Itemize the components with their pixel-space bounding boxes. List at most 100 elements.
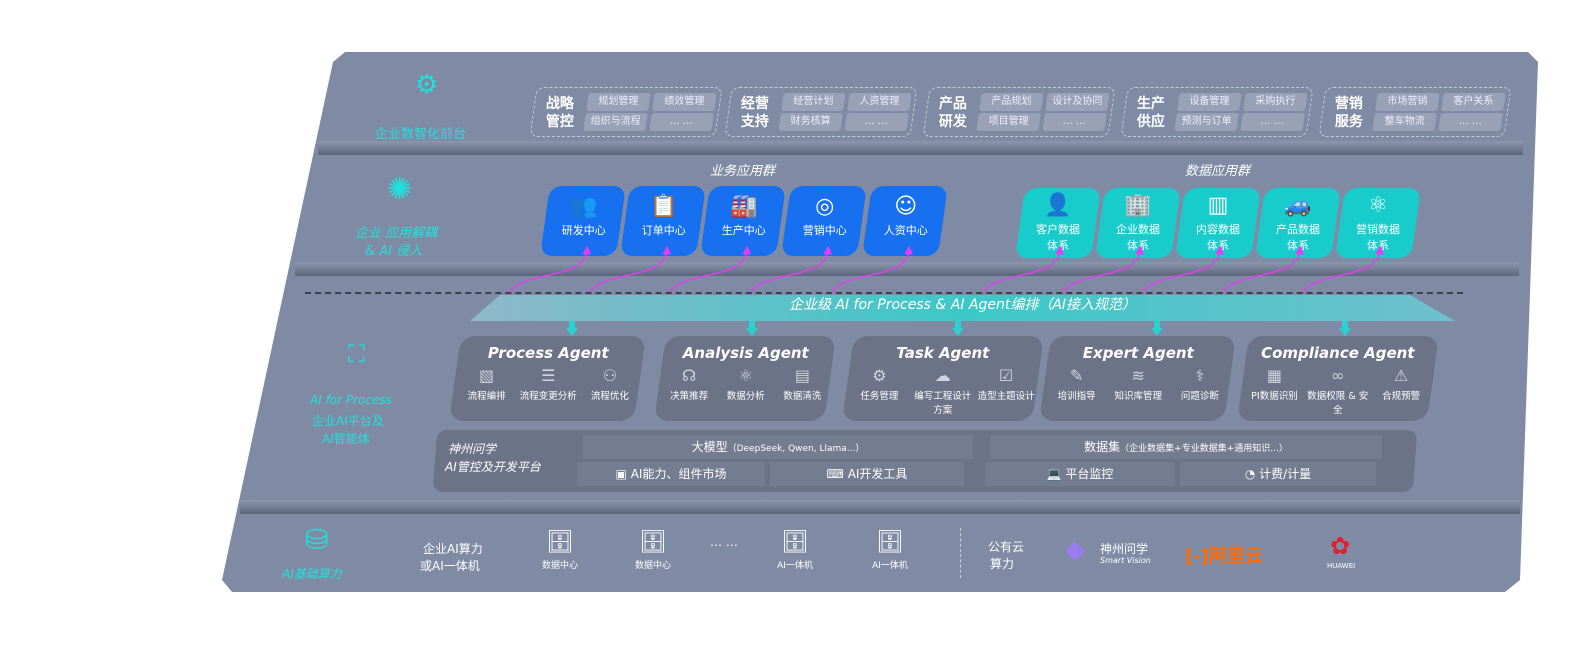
public-cloud-label: 公有云 bbox=[988, 540, 1025, 554]
agent-card[interactable]: Analysis Agent ☊ 决策推荐 ⚛ 数据分析 ▤ 数据清洗 bbox=[654, 336, 836, 421]
server-label: AI一体机 bbox=[777, 561, 813, 571]
dataset-label: 数据集 bbox=[1084, 440, 1121, 454]
doc-clean-icon: ▤ bbox=[794, 366, 810, 385]
connector-arrow bbox=[1062, 245, 1145, 293]
banner-text: 企业级 AI for Process & AI Agent编排（AI接入规范） bbox=[788, 297, 1137, 313]
data-apps-title: 数据应用群 bbox=[1185, 164, 1251, 179]
model-label: 大模型 bbox=[691, 440, 728, 454]
down-arrow-icon bbox=[1151, 321, 1163, 337]
database-icon: ⛁ bbox=[305, 523, 329, 556]
diagnose-icon: ⚕ bbox=[1195, 366, 1205, 385]
capability-label: 流程编排 bbox=[467, 391, 506, 402]
agent-name: Analysis Agent bbox=[682, 344, 809, 362]
vendor-smart-vision-sub: Smart Vision bbox=[1100, 556, 1151, 565]
platform-name-2: AI管控及开发平台 bbox=[445, 460, 541, 474]
monitor-bar[interactable]: 💻 平台监控 bbox=[985, 462, 1175, 486]
connector-arrow bbox=[589, 245, 672, 293]
capability-label: 流程变更分析 bbox=[519, 391, 577, 402]
connector-arrow bbox=[669, 245, 752, 293]
server: 🗄 AI一体机 bbox=[770, 530, 820, 571]
agent-capability[interactable]: ⚠ 合规预警 bbox=[1370, 366, 1433, 416]
layer-label-ai-3: AI智能体 bbox=[322, 432, 370, 446]
aliyun-name: 阿里云 bbox=[1208, 546, 1263, 567]
model-note: （DeepSeek, Qwen, Llama...） bbox=[727, 444, 865, 454]
agent-capability[interactable]: ✎ 培训指导 bbox=[1046, 366, 1107, 402]
agent-capability[interactable]: ☰ 流程变更分析 bbox=[518, 366, 579, 402]
server-label: AI一体机 bbox=[872, 561, 908, 571]
market-icon: ▣ bbox=[615, 467, 631, 481]
agent-capability[interactable]: ☊ 决策推荐 bbox=[661, 366, 717, 402]
id-card-icon: ▦ bbox=[1266, 366, 1283, 385]
capability-label: 数据分析 bbox=[726, 391, 765, 402]
molecule-icon: ✺ bbox=[387, 172, 413, 207]
agent-capability[interactable]: ⚇ 流程优化 bbox=[579, 366, 640, 402]
dataset-note: （企业数据集+专业数据集+通用知识...） bbox=[1120, 444, 1288, 454]
capability-label: 造型主题设计 bbox=[977, 391, 1035, 402]
private-compute-label: 企业AI算力 bbox=[423, 542, 483, 556]
layer-label-ai-2: 企业AI平台及 bbox=[312, 414, 384, 428]
robot-icon: ⚙ bbox=[872, 366, 887, 385]
business-apps-title: 业务应用群 bbox=[710, 164, 776, 179]
agent-capability[interactable]: ▧ 流程编排 bbox=[456, 366, 517, 402]
huawei-logo-icon: ✿ bbox=[1330, 532, 1351, 560]
server-label: 数据中心 bbox=[541, 561, 578, 571]
face-scan-icon: ⛶ bbox=[348, 340, 365, 368]
devtools-icon: ⌨ bbox=[826, 467, 848, 481]
capability-label: 培训指导 bbox=[1057, 391, 1096, 402]
layer-label-apps-2: & AI 侵入 bbox=[365, 244, 423, 259]
smart-vision-logo-icon: ◆ bbox=[1065, 535, 1085, 565]
capability-label: 流程优化 bbox=[590, 391, 629, 402]
layer-label-ai: AI for Process bbox=[310, 393, 392, 407]
head-icon: ☊ bbox=[681, 366, 697, 385]
agent-capability[interactable]: ☑ 造型主题设计 bbox=[975, 366, 1038, 416]
dashed-boundary bbox=[305, 292, 1463, 294]
connector-arrow bbox=[750, 245, 833, 293]
layer-label-front: 企业数智化前台 bbox=[375, 127, 467, 142]
divider bbox=[318, 141, 1523, 155]
gauge-icon: ◔ bbox=[1244, 467, 1260, 481]
orchestration-banner bbox=[470, 295, 1455, 321]
capability-label: PI数据识别 bbox=[1251, 391, 1298, 402]
server-icon: 🗄 bbox=[876, 530, 904, 555]
agent-capability[interactable]: ⚕ 问题诊断 bbox=[1169, 366, 1230, 402]
dataset-bar: 数据集（企业数据集+专业数据集+通用知识...） bbox=[990, 435, 1382, 459]
agent-capability[interactable]: ▦ PI数据识别 bbox=[1243, 366, 1306, 416]
down-arrow-icon bbox=[1339, 321, 1351, 337]
capability-label: 问题诊断 bbox=[1180, 391, 1219, 402]
capability-label: 任务管理 bbox=[860, 391, 899, 402]
market-bar[interactable]: ▣ AI能力、组件市场 bbox=[577, 462, 765, 486]
network-icon: ⚇ bbox=[602, 366, 618, 385]
agent-capability[interactable]: ⚛ 数据分析 bbox=[718, 366, 774, 402]
agent-capability[interactable]: ▤ 数据清洗 bbox=[774, 366, 830, 402]
connector-arrow bbox=[1222, 245, 1305, 293]
list-icon: ☰ bbox=[541, 366, 556, 385]
vendor-smart-vision: 神州问学 bbox=[1100, 542, 1149, 556]
monitor-icon: 💻 bbox=[1046, 467, 1066, 481]
agent-card[interactable]: Process Agent ▧ 流程编排 ☰ 流程变更分析 ⚇ 流程优化 bbox=[449, 336, 646, 421]
agent-capability[interactable]: ☁ 编写工程设计方案 bbox=[911, 366, 974, 416]
devtools-bar[interactable]: ⌨ AI开发工具 bbox=[770, 462, 964, 486]
cloud-icon: ☁ bbox=[934, 366, 951, 385]
down-arrow-icon bbox=[566, 321, 578, 337]
checklist-icon: ☑ bbox=[998, 366, 1014, 385]
connector-arrows bbox=[509, 245, 1385, 293]
server: 🗄 数据中心 bbox=[628, 530, 678, 571]
model-bar: 大模型（DeepSeek, Qwen, Llama...） bbox=[583, 435, 973, 459]
down-arrow-icon bbox=[952, 321, 964, 337]
agent-card[interactable]: Expert Agent ✎ 培训指导 ≋ 知识库管理 ⚕ 问题诊断 bbox=[1039, 336, 1236, 421]
capability-label: 决策推荐 bbox=[670, 391, 709, 402]
billing-bar[interactable]: ◔ 计费/计量 bbox=[1180, 462, 1376, 486]
agent-card[interactable]: Compliance Agent ▦ PI数据识别 ∞ 数据权限 & 安全 ⚠ 合规预警 bbox=[1237, 336, 1439, 421]
server: 🗄 AI一体机 bbox=[865, 530, 915, 571]
connector-arrow bbox=[831, 245, 914, 293]
capability-label: 合规预警 bbox=[1382, 391, 1421, 402]
agent-capability[interactable]: ≋ 知识库管理 bbox=[1108, 366, 1169, 402]
server-icon: 🗄 bbox=[639, 530, 667, 555]
agent-capability[interactable]: ∞ 数据权限 & 安全 bbox=[1306, 366, 1369, 416]
agent-capability[interactable]: ⚙ 任务管理 bbox=[848, 366, 911, 416]
agent-card[interactable]: Task Agent ⚙ 任务管理 ☁ 编写工程设计方案 ☑ 造型主题设计 bbox=[842, 336, 1044, 421]
server-icon: 🗄 bbox=[781, 530, 809, 555]
capability-label: 知识库管理 bbox=[1114, 391, 1163, 402]
market-label: AI能力、组件市场 bbox=[630, 467, 727, 481]
vendor-huawei: HUAWEI bbox=[1327, 562, 1356, 570]
